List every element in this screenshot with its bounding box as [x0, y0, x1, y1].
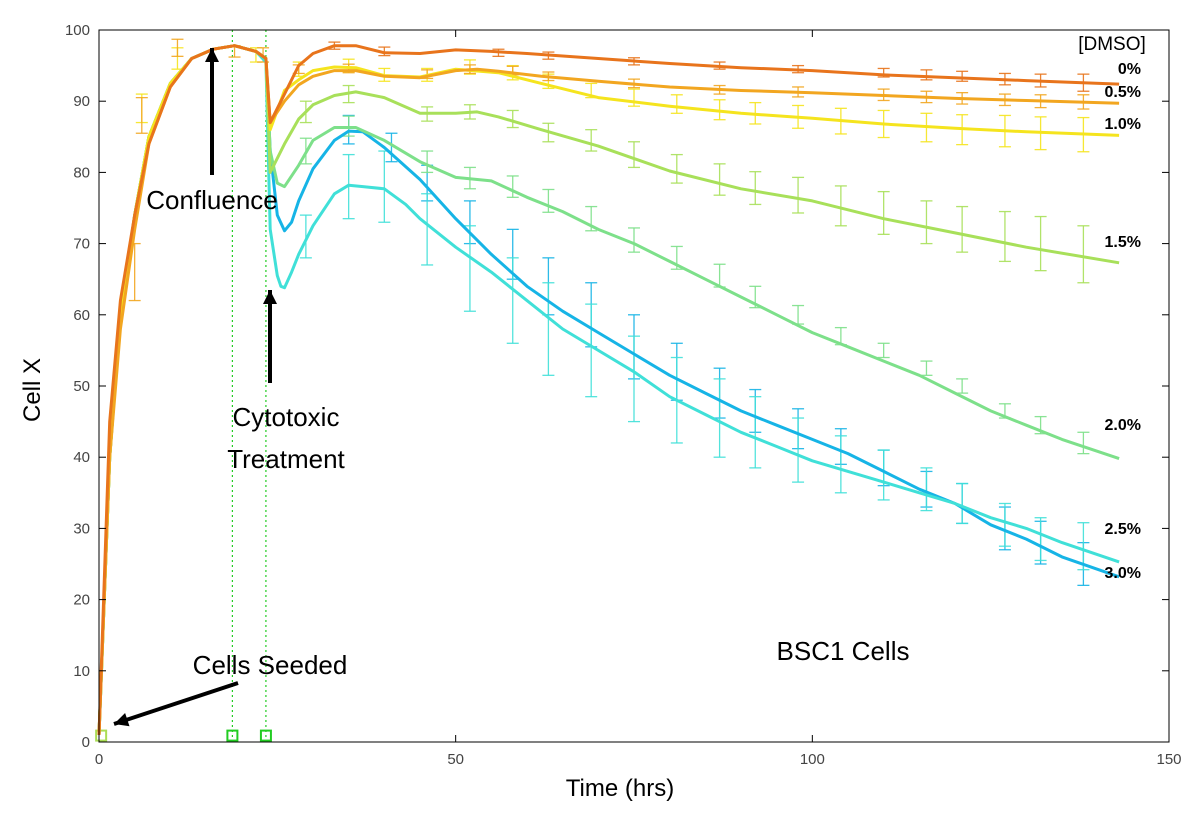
marker-square: [226, 729, 239, 742]
annotation-text: Treatment: [227, 444, 345, 474]
series-label: 2.5%: [1105, 521, 1141, 538]
series-label: 1.5%: [1105, 234, 1141, 251]
x-axis-ticks: 0 50 100 150: [95, 30, 1182, 768]
x-axis-title: Time (hrs): [566, 775, 674, 802]
y-tick-label: 30: [73, 520, 90, 537]
y-tick-label: 70: [73, 236, 90, 253]
y-tick-label: 20: [73, 592, 90, 609]
annotation-arrowhead: [263, 290, 277, 304]
y-tick-label: 10: [73, 663, 90, 680]
y-tick-label: 0: [82, 734, 90, 751]
y-tick-label: 50: [73, 378, 90, 395]
legend-title: [DMSO]: [1078, 34, 1146, 55]
y-axis-ticks: 0 10 20 30 40 50 60 70 80 90 100: [65, 22, 1169, 751]
annotation-text: Cells Seeded: [193, 650, 348, 680]
treatment-markers: [95, 30, 272, 742]
annotation-arrowhead: [205, 48, 219, 62]
series-label: 0%: [1118, 61, 1141, 78]
series-label: 2.0%: [1105, 417, 1141, 434]
x-tick-label: 100: [800, 751, 825, 768]
marker-square: [95, 729, 108, 742]
x-tick-label: 0: [95, 751, 103, 768]
annotations: Confluence Cytotoxic Treatment Cells Seeded…: [113, 48, 910, 727]
y-tick-label: 90: [73, 93, 90, 110]
x-tick-label: 150: [1156, 751, 1181, 768]
annotation-text: Cytotoxic: [233, 402, 340, 432]
series-label: 1.0%: [1105, 116, 1141, 133]
series-labels: 0% 0.5% 1.0% 1.5% 2.0% 2.5% 3.0%: [1105, 61, 1141, 582]
y-tick-label: 80: [73, 164, 90, 181]
y-tick-label: 40: [73, 449, 90, 466]
y-tick-label: 100: [65, 22, 90, 39]
series-label: 3.0%: [1105, 565, 1141, 582]
errorbars: [128, 38, 1090, 587]
annotation-arrow: [113, 681, 239, 726]
y-axis-title: Cell X: [19, 358, 46, 422]
series-label: 0.5%: [1105, 84, 1141, 101]
series-line: [97, 44, 1120, 735]
marker-square: [259, 729, 272, 742]
y-tick-label: 60: [73, 307, 90, 324]
annotation-arrowhead: [114, 712, 130, 727]
annotation-text: Confluence: [146, 185, 278, 215]
x-tick-label: 50: [447, 751, 464, 768]
annotation-text: BSC1 Cells: [777, 636, 910, 666]
